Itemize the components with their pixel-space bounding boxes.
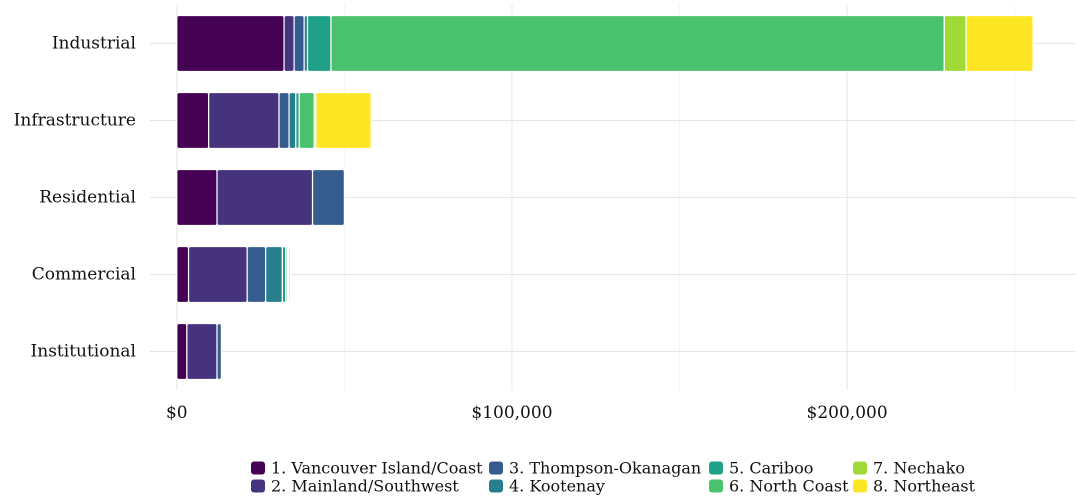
x-tick-label: $200,000 — [807, 403, 888, 423]
bar-segment-residential-series-1 — [176, 168, 218, 227]
bar-segment-industrial-series-8 — [965, 14, 1034, 73]
bar-segment-industrial-series-3 — [293, 14, 305, 73]
bar-segment-institutional-series-3 — [216, 322, 222, 381]
bar-segment-commercial-series-4 — [265, 245, 283, 304]
legend-item: 5. Cariboo — [709, 459, 813, 478]
bar-segment-infrastructure-series-2 — [208, 91, 280, 150]
x-axis: $0 $100,000 $200,000 — [166, 403, 888, 423]
legend-swatch — [489, 461, 503, 475]
legend-item: 6. North Coast — [709, 477, 849, 496]
legend-label: 1. Vancouver Island/Coast — [271, 459, 483, 478]
bars — [176, 14, 1034, 381]
legend-swatch — [853, 479, 867, 493]
legend-item: 8. Northeast — [853, 477, 976, 496]
legend-swatch — [251, 479, 265, 493]
y-tick-label: Commercial — [32, 265, 136, 285]
legend-item: 3. Thompson-Okanagan — [489, 459, 701, 478]
bar-segment-industrial-series-2 — [283, 14, 295, 73]
y-tick-label: Institutional — [31, 342, 136, 362]
y-tick-label: Infrastructure — [14, 111, 136, 131]
legend-swatch — [709, 479, 723, 493]
legend-label: 6. North Coast — [729, 477, 849, 496]
bar-segment-industrial-series-6 — [330, 14, 945, 73]
legend-label: 8. Northeast — [873, 477, 976, 496]
legend-item: 7. Nechako — [853, 459, 965, 478]
bar-segment-industrial-series-7 — [943, 14, 967, 73]
bar-segment-institutional-series-1 — [176, 322, 188, 381]
y-tick-label: Industrial — [52, 34, 136, 54]
bar-segment-infrastructure-series-3 — [278, 91, 290, 150]
legend-item: 4. Kootenay — [489, 477, 605, 496]
bar-segment-industrial-series-5 — [306, 14, 332, 73]
legend-label: 2. Mainland/Southwest — [271, 477, 459, 496]
bar-segment-commercial-series-1 — [176, 245, 190, 304]
bar-segment-infrastructure-series-6 — [298, 91, 315, 150]
bar-segment-commercial-series-2 — [187, 245, 248, 304]
legend-label: 5. Cariboo — [729, 459, 813, 478]
bar-segment-commercial-series-3 — [246, 245, 267, 304]
legend-item: 2. Mainland/Southwest — [251, 477, 459, 496]
legend-swatch — [709, 461, 723, 475]
bar-segment-institutional-series-2 — [186, 322, 218, 381]
legend-swatch — [853, 461, 867, 475]
legend-item: 1. Vancouver Island/Coast — [251, 459, 483, 478]
y-axis: Industrial Infrastructure Residential Comme… — [14, 34, 136, 362]
legend-label: 7. Nechako — [873, 459, 965, 478]
legend-label: 3. Thompson-Okanagan — [509, 459, 701, 478]
x-tick-label: $100,000 — [471, 403, 552, 423]
x-tick-label: $0 — [166, 403, 188, 423]
bar-segment-commercial-series-8 — [287, 245, 291, 304]
legend-swatch — [251, 461, 265, 475]
legend-swatch — [489, 479, 503, 493]
bar-segment-infrastructure-series-1 — [176, 91, 210, 150]
y-tick-label: Residential — [39, 188, 136, 208]
bar-segment-residential-series-3 — [311, 168, 345, 227]
bar-segment-industrial-series-1 — [176, 14, 285, 73]
legend-label: 4. Kootenay — [509, 477, 605, 496]
bar-segment-infrastructure-series-8 — [315, 91, 372, 150]
bar-segment-residential-series-2 — [216, 168, 314, 227]
bar-segment-infrastructure-series-4 — [288, 91, 297, 150]
